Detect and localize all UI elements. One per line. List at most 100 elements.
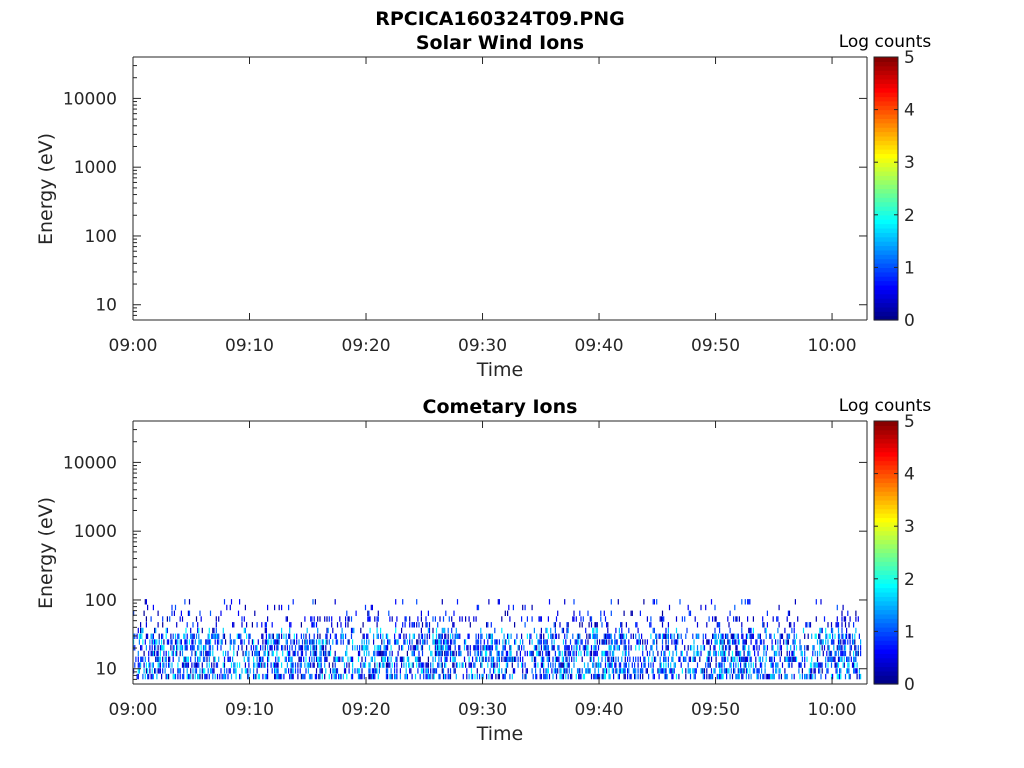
spectrogram-cell bbox=[539, 650, 541, 657]
spectrogram-cell bbox=[137, 662, 139, 668]
spectrogram-cell bbox=[804, 656, 806, 662]
spectrogram-cell bbox=[490, 633, 492, 639]
spectrogram-cell bbox=[602, 650, 604, 657]
spectrogram-cell bbox=[721, 650, 723, 657]
spectrogram-cell bbox=[305, 650, 307, 657]
spectrogram-cell bbox=[689, 645, 692, 651]
spectrogram-cell bbox=[439, 650, 441, 657]
spectrogram-cell bbox=[510, 633, 512, 639]
spectrogram-cell bbox=[452, 633, 454, 639]
y-tick-label: 1000 bbox=[74, 522, 117, 542]
spectrogram-cell bbox=[583, 673, 586, 680]
spectrogram-cell bbox=[301, 673, 304, 680]
spectrogram-cell bbox=[495, 639, 497, 645]
spectrogram-cell bbox=[319, 616, 321, 622]
spectrogram-cell bbox=[515, 639, 517, 645]
spectrogram-cell bbox=[529, 639, 531, 645]
spectrogram-cell bbox=[435, 668, 438, 674]
spectrogram-cell bbox=[361, 639, 363, 645]
colorbar-segment bbox=[874, 460, 898, 466]
spectrogram-cell bbox=[657, 650, 659, 657]
spectrogram-cell bbox=[197, 656, 199, 662]
spectrogram-cell bbox=[406, 650, 408, 657]
spectrogram-cell bbox=[548, 656, 551, 662]
colorbar-segment bbox=[874, 249, 898, 255]
spectrogram-cell bbox=[336, 622, 339, 628]
spectrogram-cell bbox=[750, 627, 752, 634]
figure-title: RPCICA160324T09.PNG bbox=[375, 8, 625, 30]
spectrogram-cell bbox=[573, 650, 575, 657]
spectrogram-cell bbox=[447, 627, 449, 634]
spectrogram-cell bbox=[412, 662, 414, 668]
spectrogram-cell bbox=[440, 662, 442, 668]
spectrogram-cell bbox=[440, 645, 442, 651]
spectrogram-cell bbox=[822, 650, 824, 657]
spectrogram-cell bbox=[412, 645, 414, 651]
spectrogram-cell bbox=[448, 673, 450, 680]
spectrogram-cell bbox=[414, 673, 417, 680]
spectrogram-cell bbox=[737, 662, 739, 668]
spectrogram-cell bbox=[687, 645, 689, 651]
spectrogram-cell bbox=[567, 622, 569, 628]
spectrogram-cell bbox=[467, 650, 469, 657]
spectrogram-cell bbox=[435, 650, 438, 657]
spectrogram-cell bbox=[837, 673, 840, 680]
spectrogram-cell bbox=[396, 639, 398, 645]
spectrogram-cell bbox=[836, 673, 838, 680]
spectrogram-cell bbox=[505, 662, 507, 668]
spectrogram-cell bbox=[487, 645, 489, 651]
spectrogram-cell bbox=[543, 662, 545, 668]
spectrogram-cell bbox=[776, 616, 778, 622]
spectrogram-cell bbox=[842, 604, 844, 611]
spectrogram-cell bbox=[595, 645, 597, 651]
spectrogram-cell bbox=[672, 656, 674, 662]
spectrogram-cell bbox=[198, 627, 200, 634]
spectrogram-cell bbox=[334, 633, 336, 639]
spectrogram-cell bbox=[324, 616, 326, 622]
spectrogram-cell bbox=[489, 633, 491, 639]
spectrogram-cell bbox=[333, 668, 335, 674]
spectrogram-cell bbox=[816, 662, 819, 668]
spectrogram-cell bbox=[263, 650, 265, 657]
spectrogram-cell bbox=[672, 650, 674, 657]
spectrogram-cell bbox=[819, 668, 821, 674]
spectrogram-cell bbox=[285, 668, 287, 674]
spectrogram-cell bbox=[453, 639, 455, 645]
colorbar-tick-label: 3 bbox=[904, 517, 915, 537]
colorbar-segment bbox=[874, 127, 898, 133]
spectrogram-cell bbox=[741, 627, 743, 634]
spectrogram-cell bbox=[143, 668, 145, 674]
spectrogram-cell bbox=[521, 662, 523, 668]
spectrogram-cell bbox=[771, 639, 773, 645]
spectrogram-cell bbox=[306, 627, 308, 634]
spectrogram-cell bbox=[761, 668, 763, 674]
spectrogram-cell bbox=[816, 639, 819, 645]
spectrogram-cell bbox=[163, 650, 165, 657]
spectrogram-cell bbox=[646, 616, 648, 622]
spectrogram-cell bbox=[526, 668, 528, 674]
spectrogram-cell bbox=[328, 650, 330, 657]
colorbar-segment bbox=[874, 227, 898, 233]
spectrogram-cell bbox=[229, 645, 231, 651]
spectrogram-cell bbox=[276, 633, 278, 639]
spectrogram-cell bbox=[728, 650, 730, 657]
spectrogram-cell bbox=[526, 650, 528, 657]
spectrogram-cell bbox=[717, 662, 720, 668]
spectrogram-cell bbox=[794, 599, 796, 605]
spectrogram-cell bbox=[272, 650, 274, 657]
spectrogram-cell bbox=[427, 673, 429, 680]
spectrogram-cell bbox=[222, 650, 224, 657]
spectrogram-cell bbox=[453, 650, 455, 657]
spectrogram-cell bbox=[505, 639, 507, 645]
spectrogram-cell bbox=[350, 616, 353, 622]
spectrogram-cell bbox=[736, 656, 738, 662]
spectrogram-cell bbox=[531, 616, 533, 622]
spectrogram-cell bbox=[408, 645, 410, 651]
spectrogram-cell bbox=[582, 673, 584, 680]
spectrogram-cell bbox=[247, 673, 249, 680]
spectrogram-cell bbox=[763, 673, 765, 680]
spectrogram-cell bbox=[267, 656, 269, 662]
spectrogram-cell bbox=[229, 639, 231, 645]
spectrogram-cell bbox=[347, 656, 349, 662]
spectrogram-cell bbox=[225, 639, 227, 645]
